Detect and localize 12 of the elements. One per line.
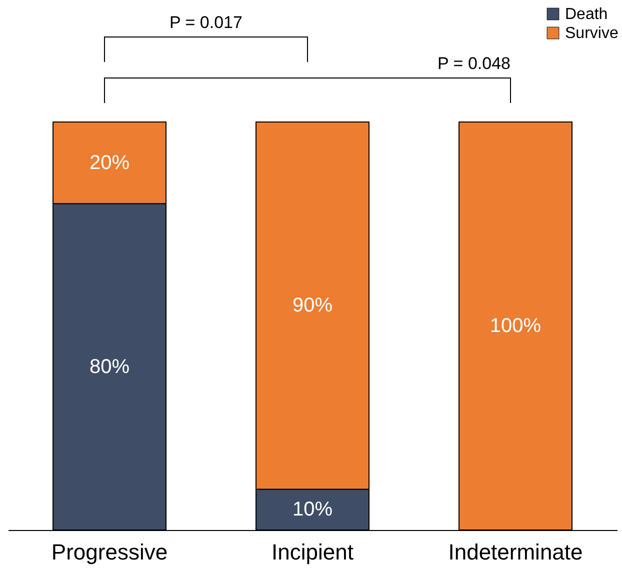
legend-label: Death (565, 6, 608, 23)
x-tick-label: Indeterminate (448, 540, 583, 564)
x-tick-label: Incipient (272, 540, 354, 564)
data-label: 90% (292, 294, 333, 317)
data-label: 20% (89, 152, 130, 174)
legend-label: Survive (565, 25, 618, 42)
x-tick-label: Progressive (51, 540, 168, 564)
text: P = 0.048 (438, 54, 510, 73)
data-label: 80% (89, 356, 130, 378)
data-label: 10% (292, 498, 333, 521)
text: P = 0.017 (170, 13, 242, 32)
data-label: 100% (490, 315, 542, 337)
